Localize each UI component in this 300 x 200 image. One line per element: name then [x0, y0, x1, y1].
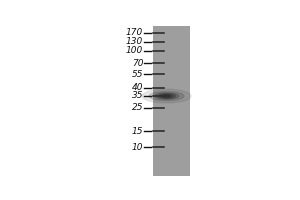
Text: 130: 130 [126, 37, 143, 46]
Text: 10: 10 [132, 143, 143, 152]
Text: 100: 100 [126, 46, 143, 55]
Text: 35: 35 [132, 91, 143, 100]
Text: 170: 170 [126, 28, 143, 37]
Text: 40: 40 [132, 83, 143, 92]
Text: 25: 25 [132, 103, 143, 112]
Ellipse shape [149, 91, 184, 101]
Bar [153, 26, 190, 176]
Text: 15: 15 [132, 127, 143, 136]
Ellipse shape [164, 95, 169, 97]
Text: 55: 55 [132, 70, 143, 79]
Text: 70: 70 [132, 59, 143, 68]
Ellipse shape [161, 95, 172, 97]
Ellipse shape [142, 89, 191, 103]
Ellipse shape [158, 94, 175, 98]
Ellipse shape [154, 93, 179, 99]
